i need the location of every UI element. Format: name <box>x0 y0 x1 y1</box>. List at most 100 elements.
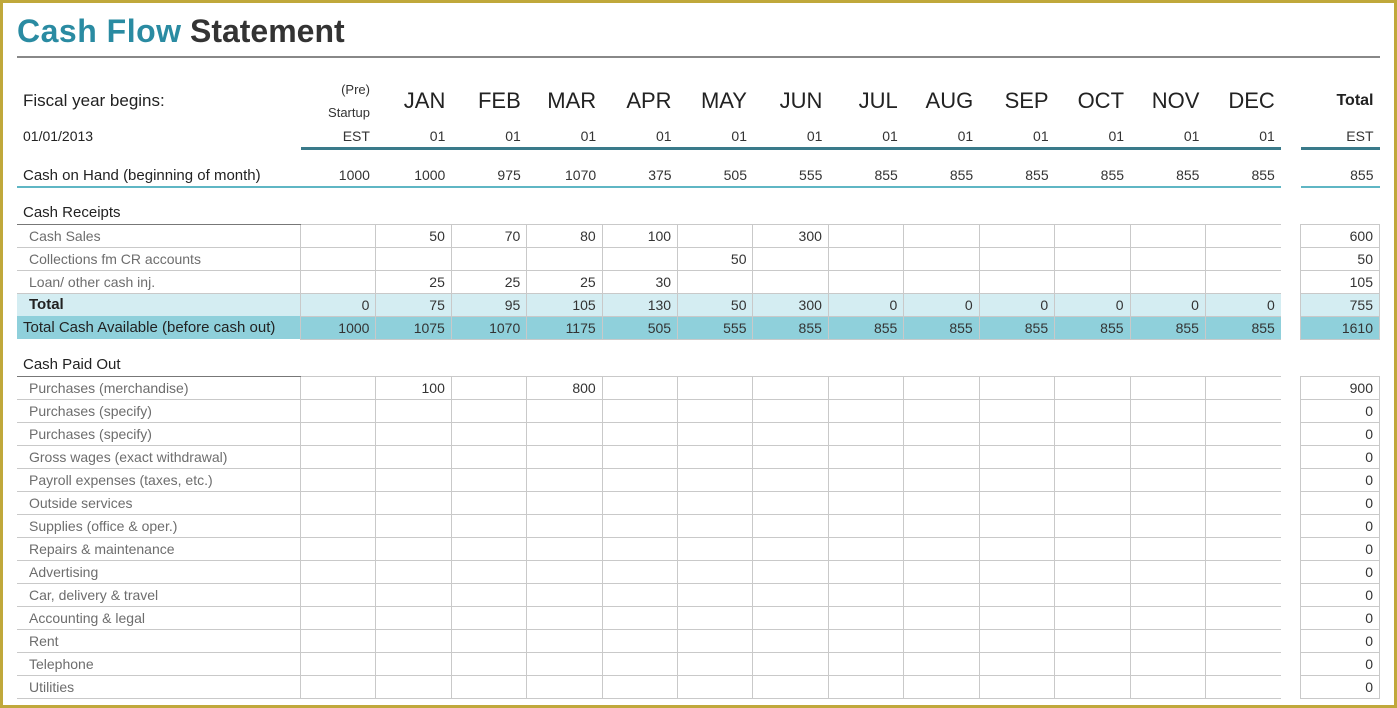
cell[interactable]: 50 <box>678 247 753 270</box>
cell[interactable] <box>904 606 979 629</box>
cell[interactable] <box>602 560 677 583</box>
cell[interactable]: 100 <box>376 376 451 399</box>
cell[interactable] <box>301 606 376 629</box>
cell[interactable] <box>1130 247 1205 270</box>
cell[interactable] <box>678 224 753 247</box>
cell[interactable] <box>301 247 376 270</box>
cell[interactable] <box>678 270 753 293</box>
cell[interactable] <box>451 652 526 675</box>
cell[interactable]: 50 <box>376 224 451 247</box>
cell[interactable]: 70 <box>451 224 526 247</box>
cell[interactable] <box>602 675 677 698</box>
cell[interactable] <box>301 675 376 698</box>
cell[interactable] <box>602 422 677 445</box>
cell[interactable] <box>376 247 451 270</box>
cell[interactable] <box>828 468 903 491</box>
cell[interactable] <box>301 560 376 583</box>
cell[interactable] <box>1130 468 1205 491</box>
cell[interactable] <box>678 583 753 606</box>
cell[interactable] <box>1130 376 1205 399</box>
cell[interactable] <box>301 514 376 537</box>
cell[interactable] <box>678 675 753 698</box>
cell[interactable]: 800 <box>527 376 602 399</box>
cell[interactable] <box>828 399 903 422</box>
cell[interactable] <box>527 606 602 629</box>
cell[interactable] <box>828 560 903 583</box>
cell[interactable] <box>904 491 979 514</box>
cell[interactable] <box>828 606 903 629</box>
cell[interactable] <box>979 445 1054 468</box>
cell[interactable] <box>904 652 979 675</box>
cell[interactable] <box>753 247 828 270</box>
cell[interactable] <box>678 629 753 652</box>
cell[interactable] <box>602 491 677 514</box>
cell[interactable] <box>376 583 451 606</box>
cell[interactable] <box>527 629 602 652</box>
cell[interactable] <box>753 468 828 491</box>
cell[interactable] <box>376 606 451 629</box>
cell[interactable] <box>753 652 828 675</box>
cell[interactable] <box>904 270 979 293</box>
cell[interactable] <box>1130 445 1205 468</box>
cell[interactable] <box>376 629 451 652</box>
cell[interactable] <box>979 583 1054 606</box>
cell[interactable] <box>1055 491 1130 514</box>
cell[interactable] <box>678 537 753 560</box>
cell[interactable] <box>753 606 828 629</box>
cell[interactable] <box>1055 445 1130 468</box>
cell[interactable] <box>301 445 376 468</box>
cell[interactable] <box>1130 224 1205 247</box>
cell[interactable] <box>527 399 602 422</box>
cell[interactable] <box>1205 468 1280 491</box>
cell[interactable] <box>828 675 903 698</box>
cell[interactable] <box>1205 583 1280 606</box>
cell[interactable] <box>979 652 1054 675</box>
cell[interactable] <box>904 583 979 606</box>
cell[interactable] <box>1205 652 1280 675</box>
cell[interactable] <box>376 422 451 445</box>
cell[interactable] <box>602 376 677 399</box>
cell[interactable] <box>979 560 1054 583</box>
cell[interactable] <box>753 537 828 560</box>
cell[interactable] <box>301 468 376 491</box>
cell[interactable] <box>1205 560 1280 583</box>
cell[interactable] <box>904 537 979 560</box>
cell[interactable] <box>1130 629 1205 652</box>
cell[interactable] <box>451 422 526 445</box>
cell[interactable] <box>1055 270 1130 293</box>
cell[interactable] <box>1055 583 1130 606</box>
cell[interactable] <box>678 422 753 445</box>
cell[interactable] <box>451 537 526 560</box>
cell[interactable] <box>376 652 451 675</box>
cell[interactable] <box>301 376 376 399</box>
cell[interactable]: 25 <box>527 270 602 293</box>
cell[interactable] <box>376 468 451 491</box>
cell[interactable] <box>602 468 677 491</box>
cell[interactable] <box>904 224 979 247</box>
cell[interactable] <box>1055 652 1130 675</box>
cell[interactable] <box>1205 629 1280 652</box>
cell[interactable] <box>979 606 1054 629</box>
cell[interactable] <box>451 468 526 491</box>
cell[interactable] <box>904 399 979 422</box>
cell[interactable] <box>1205 675 1280 698</box>
cell[interactable]: 100 <box>602 224 677 247</box>
cell[interactable] <box>753 675 828 698</box>
cell[interactable] <box>602 445 677 468</box>
cell[interactable] <box>602 399 677 422</box>
cell[interactable] <box>376 675 451 698</box>
cell[interactable] <box>1205 399 1280 422</box>
cell[interactable] <box>1055 514 1130 537</box>
cell[interactable] <box>1055 399 1130 422</box>
cell[interactable] <box>301 652 376 675</box>
cell[interactable] <box>979 422 1054 445</box>
cell[interactable] <box>1205 445 1280 468</box>
cell[interactable] <box>753 422 828 445</box>
cell[interactable] <box>753 583 828 606</box>
cell[interactable] <box>527 514 602 537</box>
cell[interactable] <box>828 583 903 606</box>
cell[interactable] <box>527 468 602 491</box>
cell[interactable] <box>904 514 979 537</box>
cell[interactable] <box>1205 491 1280 514</box>
cell[interactable] <box>451 560 526 583</box>
